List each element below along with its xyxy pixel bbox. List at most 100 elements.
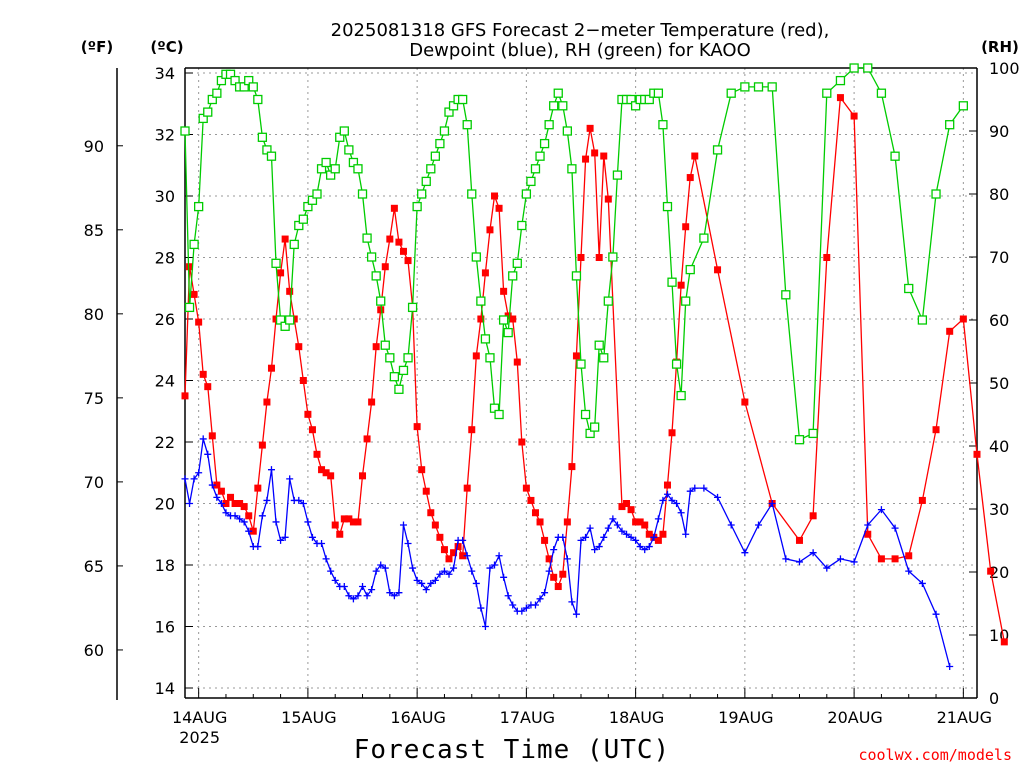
temperature-marker <box>418 466 426 474</box>
dewpoint-marker <box>445 570 453 578</box>
temperature-marker <box>654 536 662 544</box>
temperature-marker <box>918 496 926 504</box>
dewpoint-marker <box>591 546 599 554</box>
temperature-marker <box>199 370 207 378</box>
dewpoint-marker <box>195 469 203 477</box>
temperature-marker <box>299 377 307 384</box>
rh-marker <box>398 365 409 376</box>
dewpoint-marker <box>782 555 790 563</box>
x-tick-label: 14AUG <box>172 708 227 727</box>
dewpoint-marker <box>368 586 376 594</box>
dewpoint-marker <box>363 592 371 600</box>
dewpoint-marker <box>491 561 499 569</box>
rh-marker <box>366 252 377 262</box>
celsius-tick-label: 20 <box>155 495 175 514</box>
dewpoint-marker <box>559 533 567 541</box>
dewpoint-marker <box>381 564 389 572</box>
rh-marker <box>203 107 213 117</box>
rh-marker <box>389 372 400 382</box>
x-tick-label: 19AUG <box>718 708 773 727</box>
temperature-marker <box>600 152 608 160</box>
temperature-marker <box>682 223 690 231</box>
chart-title-line-2: Dewpoint (blue), RH (green) for KAOO <box>409 40 751 61</box>
dewpoint-marker <box>354 592 362 600</box>
rh-marker <box>904 283 914 294</box>
dewpoint-marker <box>522 604 530 612</box>
dewpoint-marker <box>263 496 271 504</box>
dewpoint-series <box>181 435 954 670</box>
dewpoint-marker <box>677 509 685 517</box>
rh-tick-label: 60 <box>989 311 1009 330</box>
dewpoint-marker <box>809 549 817 557</box>
temperature-marker <box>381 263 389 271</box>
temperature-marker <box>331 521 339 529</box>
temperature-marker <box>509 315 517 323</box>
dewpoint-marker <box>390 592 398 600</box>
temperature-marker <box>500 287 508 295</box>
temperature-marker <box>181 392 189 400</box>
rh-marker <box>339 126 349 136</box>
dewpoint-marker <box>340 583 348 591</box>
celsius-tick-label: 34 <box>155 64 175 83</box>
fahrenheit-tick-label: 65 <box>84 557 104 576</box>
rh-marker <box>658 120 668 130</box>
rh-marker <box>312 189 322 199</box>
dewpoint-marker <box>245 527 253 535</box>
temperature-marker <box>195 318 203 326</box>
dewpoint-marker <box>877 506 885 514</box>
dewpoint-marker <box>418 579 426 587</box>
x-tick-label: 18AUG <box>609 708 664 727</box>
rh-marker <box>794 435 805 445</box>
temperature-marker <box>336 530 344 538</box>
celsius-axis-label: (ºC) <box>150 38 183 56</box>
fahrenheit-tick-label: 70 <box>84 473 104 492</box>
dewpoint-marker <box>213 493 221 501</box>
dewpoint-marker <box>823 564 831 572</box>
rh-marker <box>385 353 395 363</box>
rh-marker <box>530 164 541 174</box>
rh-marker <box>590 422 600 432</box>
fahrenheit-tick-label: 90 <box>84 137 104 156</box>
celsius-tick-label: 18 <box>155 556 175 575</box>
rh-marker <box>330 164 340 174</box>
temperature-marker <box>545 555 553 563</box>
temperature-marker <box>281 235 289 243</box>
x-tick-label: 15AUG <box>281 708 336 727</box>
rh-marker <box>403 353 413 363</box>
dewpoint-marker <box>486 564 494 572</box>
dewpoint-marker <box>440 567 448 575</box>
dewpoint-marker <box>222 509 230 517</box>
rh-marker <box>580 409 591 420</box>
temperature-marker <box>809 512 817 520</box>
rh-marker <box>653 88 664 98</box>
temperature-marker <box>445 555 453 563</box>
celsius-tick-label: 30 <box>155 187 175 206</box>
rh-marker <box>512 258 522 268</box>
temperature-marker <box>577 254 585 261</box>
temperature-marker <box>377 306 385 314</box>
rh-marker <box>576 359 586 369</box>
dewpoint-marker <box>409 564 417 572</box>
temperature-marker <box>641 521 649 529</box>
celsius-tick-label: 16 <box>155 618 175 637</box>
dewpoint-marker <box>345 592 353 600</box>
rh-marker <box>357 189 368 199</box>
dewpoint-marker <box>836 555 844 563</box>
dewpoint-marker <box>623 530 631 538</box>
dewpoint-marker <box>204 450 212 458</box>
dewpoint-marker <box>295 496 303 504</box>
x-tick-label: 20AUG <box>827 708 882 727</box>
rh-marker <box>271 258 281 268</box>
temperature-marker <box>313 450 321 458</box>
dewpoint-marker <box>281 533 289 541</box>
dewpoint-marker <box>636 543 644 551</box>
rh-marker <box>521 189 532 199</box>
rh-marker <box>945 120 955 130</box>
temperature-marker <box>627 506 635 514</box>
dewpoint-marker <box>741 549 749 557</box>
rh-marker <box>681 296 691 306</box>
rh-marker <box>599 353 609 363</box>
rh-marker <box>412 201 422 212</box>
